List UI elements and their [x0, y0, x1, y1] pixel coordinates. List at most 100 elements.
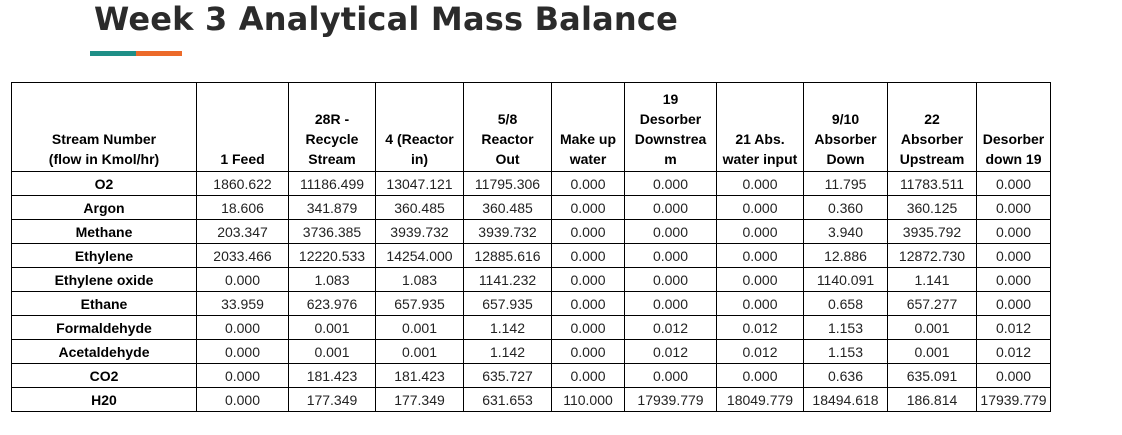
column-header-line: 5/8 — [497, 111, 518, 127]
table-cell: 1.153 — [803, 315, 888, 340]
column-header-line: 1 Feed — [220, 151, 265, 167]
table-cell: 0.012 — [624, 339, 717, 364]
underline-orange-segment — [136, 51, 182, 56]
table-cell: 110.000 — [551, 387, 625, 412]
column-header-line: m — [664, 151, 677, 167]
column-header: 22 Absorber Upstream — [887, 82, 977, 172]
table-cell: 3736.385 — [288, 219, 376, 244]
row-label: Methane — [11, 219, 197, 244]
table-cell: 0.000 — [716, 243, 804, 268]
table-cell: 0.000 — [716, 363, 804, 388]
column-header-line: Reactor — [481, 131, 534, 147]
row-label: Ethylene oxide — [11, 267, 197, 292]
table-cell: 657.935 — [375, 291, 464, 316]
table-cell: 1.083 — [375, 267, 464, 292]
table-cell: 14254.000 — [375, 243, 464, 268]
table-cell: 0.000 — [716, 219, 804, 244]
table-cell: 18494.618 — [803, 387, 888, 412]
table-cell: 0.000 — [976, 171, 1051, 196]
table-cell: 0.012 — [716, 339, 804, 364]
row-label: Acetaldehyde — [11, 339, 197, 364]
table-cell: 0.000 — [551, 195, 625, 220]
table-cell: 3939.732 — [375, 219, 464, 244]
table-cell: 0.000 — [196, 387, 289, 412]
table-cell: 12.886 — [803, 243, 888, 268]
table-cell: 0.000 — [976, 267, 1051, 292]
table-cell: 2033.466 — [196, 243, 289, 268]
row-label: Ethylene — [11, 243, 197, 268]
table-cell: 1.083 — [288, 267, 376, 292]
table-row: Argon 18.606 341.879 360.485 360.485 0.000 0.0… — [11, 195, 1051, 220]
column-header-line: 4 (Reactor — [385, 131, 454, 147]
column-header-line: Make up — [559, 131, 616, 147]
column-header-line: Upstream — [899, 151, 965, 167]
column-header-line: 9/10 — [831, 111, 860, 127]
table-row: Methane 203.347 3736.385 3939.732 3939.732 0.… — [11, 219, 1051, 244]
table-cell: 0.636 — [803, 363, 888, 388]
table-row: Formaldehyde 0.000 0.001 0.001 1.142 0.000 0.0… — [11, 315, 1051, 340]
title-underline — [90, 51, 182, 56]
table-cell: 0.000 — [624, 291, 717, 316]
row-label: H20 — [11, 387, 197, 412]
table-cell: 0.000 — [976, 363, 1051, 388]
table-row: Acetaldehyde 0.000 0.001 0.001 1.142 0.000 0.0… — [11, 339, 1051, 364]
column-header-line: down 19 — [985, 151, 1042, 167]
table-cell: 1.153 — [803, 339, 888, 364]
table-cell: 12885.616 — [463, 243, 552, 268]
table-cell: 0.000 — [196, 339, 289, 364]
table-row: O2 1860.622 11186.499 13047.121 11795.306 0.0… — [11, 171, 1051, 196]
table-cell: 0.001 — [375, 339, 464, 364]
table-cell: 17939.779 — [976, 387, 1051, 412]
table-cell: 0.000 — [551, 363, 625, 388]
column-header-line: Out — [495, 151, 520, 167]
column-header-line: in) — [410, 151, 429, 167]
table-cell: 0.012 — [976, 315, 1051, 340]
table-cell: 657.277 — [887, 291, 977, 316]
column-header-line: 19 — [662, 91, 679, 107]
table-cell: 0.000 — [196, 267, 289, 292]
table-cell: 1860.622 — [196, 171, 289, 196]
table-cell: 0.000 — [716, 291, 804, 316]
underline-teal-segment — [90, 51, 136, 56]
table-cell: 0.000 — [624, 195, 717, 220]
row-label: Formaldehyde — [11, 315, 197, 340]
table-cell: 0.000 — [624, 219, 717, 244]
column-header: 1 Feed — [196, 82, 289, 172]
column-header: 5/8 Reactor Out — [463, 82, 552, 172]
column-header-line: 22 — [924, 111, 940, 127]
table-cell: 203.347 — [196, 219, 289, 244]
table-cell: 635.091 — [887, 363, 977, 388]
table-cell: 177.349 — [288, 387, 376, 412]
table-cell: 0.000 — [716, 171, 804, 196]
table-row: H20 0.000 177.349 177.349 631.653 110.000 1793… — [11, 387, 1051, 412]
table-cell: 0.001 — [375, 315, 464, 340]
column-header: 4 (Reactor in) — [375, 82, 464, 172]
table-cell: 1.142 — [463, 315, 552, 340]
table-cell: 17939.779 — [624, 387, 717, 412]
table-row: Ethylene 2033.466 12220.533 14254.000 12885.… — [11, 243, 1051, 268]
column-header-line: 21 Abs. — [735, 131, 785, 147]
table-cell: 635.727 — [463, 363, 552, 388]
table-cell: 631.653 — [463, 387, 552, 412]
table-cell: 0.000 — [551, 267, 625, 292]
table-cell: 623.976 — [288, 291, 376, 316]
table-cell: 1.141 — [887, 267, 977, 292]
table-cell: 0.000 — [976, 291, 1051, 316]
table-cell: 0.001 — [288, 339, 376, 364]
row-label: CO2 — [11, 363, 197, 388]
table-cell: 0.000 — [624, 363, 717, 388]
column-header-line: Absorber — [814, 131, 877, 147]
table-cell: 0.000 — [551, 171, 625, 196]
table-cell: 341.879 — [288, 195, 376, 220]
table-cell: 177.349 — [375, 387, 464, 412]
table-cell: 0.658 — [803, 291, 888, 316]
table-cell: 0.000 — [196, 363, 289, 388]
table-cell: 1140.091 — [803, 267, 888, 292]
table-cell: 3.940 — [803, 219, 888, 244]
table-cell: 0.000 — [551, 315, 625, 340]
table-cell: 360.485 — [375, 195, 464, 220]
column-header-line: Absorber — [900, 131, 964, 147]
table-cell: 3939.732 — [463, 219, 552, 244]
table-cell: 18049.779 — [716, 387, 804, 412]
table-cell: 0.012 — [716, 315, 804, 340]
